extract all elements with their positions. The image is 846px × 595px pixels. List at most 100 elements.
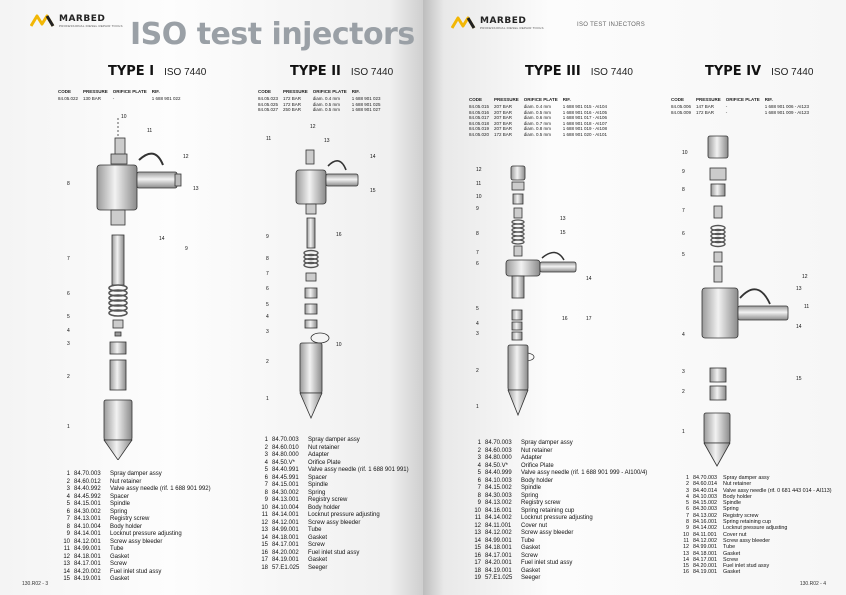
type2-spec-body: 84.05.023 172 BAR diam. 0.4 mm 1 688 901 02… — [258, 96, 386, 113]
part-number: 17 — [261, 557, 268, 563]
parts-row: 2 84.60.010 Nut retainer — [258, 445, 409, 453]
part-description: Body holder — [723, 493, 752, 500]
part-code: 84.19.001 — [693, 569, 717, 576]
part-number: 12 — [63, 553, 70, 560]
spec-code: 84.05.016 — [469, 109, 490, 115]
diagram-callout: 15 — [796, 376, 802, 382]
parts-row: 4 84.45.992 Spacer — [60, 494, 211, 502]
parts-row: 8 84.30.002 Spring — [258, 490, 409, 498]
parts-row: 10 84.10.004 Body holder — [258, 505, 409, 513]
parts-row: 10 84.12.001 Screw assy bleeder — [60, 539, 211, 547]
type3-parts-list: 1 84.70.003 Spray damper assy 2 84.60.003 Nut… — [471, 440, 647, 583]
part-code: 84.19.001 — [74, 576, 101, 582]
diagram-callout: 16 — [562, 316, 568, 322]
type4-heading: TYPE IV ISO 7440 — [705, 64, 813, 79]
parts-row: 15 84.18.001 Gasket — [471, 545, 647, 553]
type2-iso: ISO 7440 — [350, 67, 394, 78]
diagram-callout: 10 — [476, 194, 482, 200]
col-pressure: PRESSURE — [696, 97, 721, 102]
diagram-callout: 8 — [682, 187, 685, 193]
type4-spec-table: CODE PRESSURE ORIFICE PLATE RIF. 84.05.0… — [671, 97, 814, 115]
diagram-callout: 14 — [586, 276, 592, 282]
part-code: 84.13.002 — [693, 512, 717, 519]
spec-rif: 1 688 901 022 — [151, 96, 181, 101]
diagram-callout: 12 — [310, 124, 316, 130]
part-description: Locknut pressure adjusting — [723, 525, 788, 532]
part-code: 84.12.002 — [693, 537, 717, 544]
part-description: Spray damper assy — [110, 471, 162, 477]
diagram-callout: 14 — [370, 154, 376, 160]
spec-code: 84.05.020 — [469, 131, 490, 137]
brand-name: MARBED — [480, 15, 527, 26]
part-description: Spray damper assy — [308, 437, 360, 443]
part-number: 11 — [683, 537, 689, 544]
part-number: 10 — [683, 531, 689, 538]
type1-inlet-stud — [136, 171, 178, 189]
part-number: 6 — [477, 477, 481, 484]
part-code: 84.60.014 — [693, 481, 717, 488]
diagram-callout: 9 — [682, 169, 685, 175]
col-pressure: PRESSURE — [83, 89, 108, 94]
spec-rif: 1 688 901 020 - AI101 — [562, 131, 608, 137]
part-description: Seeger — [308, 564, 328, 571]
type2-spray-damper — [299, 342, 323, 394]
part-code: 84.18.001 — [485, 545, 512, 551]
part-number: 8 — [264, 489, 268, 496]
spec-row: 84.05.022 130 BAR - 1 688 901 022 — [58, 96, 186, 102]
diagram-callout: 8 — [476, 231, 479, 237]
part-number: 6 — [686, 506, 689, 513]
diagram-callout: 14 — [796, 324, 802, 330]
parts-row: 6 84.10.003 Body holder — [471, 478, 647, 486]
part-code: 84.19.001 — [485, 567, 512, 574]
type1-bleeder-screw — [114, 137, 126, 157]
spec-orifice: - — [725, 109, 728, 115]
parts-row: 10 84.11.001 Cover nut — [679, 532, 832, 538]
part-code: 84.16.001 — [693, 519, 717, 526]
part-number: 1 — [686, 475, 689, 481]
part-code: 84.70.003 — [272, 437, 299, 443]
part-number: 3 — [686, 487, 689, 494]
part-description: Orifice Plate — [308, 459, 341, 466]
type1-spec-table: CODE PRESSURE ORIFICE PLATE RIF. 84.05.0… — [58, 89, 186, 102]
type4-name: TYPE IV — [705, 64, 762, 79]
part-number: 11 — [474, 515, 481, 521]
part-number: 15 — [683, 563, 689, 570]
parts-row: 16 84.17.001 Screw — [471, 553, 647, 561]
spec-orifice: diam. 0.5 mm — [523, 131, 552, 137]
diagram-callout: 6 — [682, 231, 685, 237]
diagram-callout: 10 — [336, 342, 342, 348]
part-description: Gasket — [521, 567, 541, 574]
part-description: Screw — [723, 556, 738, 563]
parts-row: 10 84.16.001 Spring retaining cup — [471, 508, 647, 516]
parts-row: 3 84.80.000 Adapter — [258, 452, 409, 460]
part-number: 3 — [477, 455, 481, 461]
type2-spring — [303, 249, 319, 269]
diagram-callout: 3 — [67, 341, 70, 347]
parts-row: 13 84.18.001 Gasket — [679, 551, 832, 557]
diagram-callout: 1 — [476, 404, 479, 410]
diagram-callout: 4 — [266, 314, 269, 320]
spec-code: 84.05.017 — [469, 115, 490, 121]
spec-pressure: 207 BAR — [494, 104, 513, 109]
diagram-callout: 7 — [266, 271, 269, 277]
diagram-callout: 10 — [121, 114, 127, 120]
part-number: 10 — [474, 507, 481, 514]
diagram-callout: 11 — [147, 128, 152, 134]
brand-name: MARBED — [59, 13, 106, 24]
part-number: 12 — [474, 522, 481, 529]
part-description: Valve assy needle (rif. 1 688 901 999 - … — [521, 470, 648, 476]
part-description: Screw assy bleeder — [308, 519, 361, 526]
diagram-callout: 1 — [67, 424, 70, 430]
col-orifice: ORIFICE PLATE — [312, 89, 347, 94]
diagram-callout: 9 — [185, 246, 188, 252]
brand-mark-icon — [451, 16, 476, 29]
part-description: Gasket — [308, 534, 328, 541]
type1-spec-body: 84.05.022 130 BAR - 1 688 901 022 — [58, 96, 186, 102]
parts-row: 9 84.14.001 Locknut pressure adjusting — [60, 531, 211, 539]
spec-rif: 1 688 901 023 — [351, 96, 381, 101]
part-number: 14 — [63, 568, 70, 575]
spec-row: 84.05.025 172 BAR diam. 0.5 mm 1 688 901 02… — [258, 102, 386, 108]
diagram-callout: 15 — [560, 230, 566, 236]
part-number: 14 — [474, 537, 481, 544]
